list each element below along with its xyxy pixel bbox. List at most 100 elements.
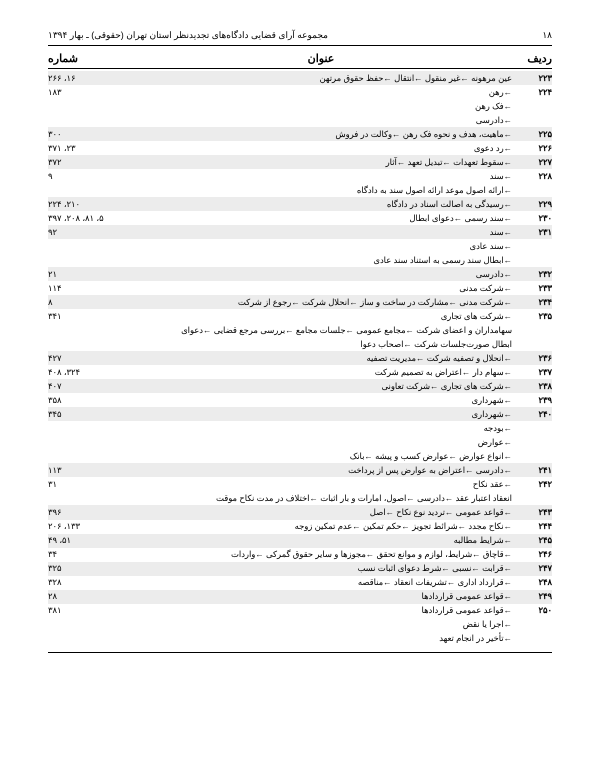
toc-row: ۲۴۰←شهرداری۳۴۵ bbox=[48, 407, 552, 421]
toc-row: ۲۴۳←قواعد عمومی ←تردید نوع نکاح ←اصل۳۹۶ bbox=[48, 505, 552, 519]
toc-row: ۲۴۹←قواعد عمومی قراردادها۲۸ bbox=[48, 590, 552, 604]
row-title: ←سهام دار ←اعتراض به تصمیم شرکت bbox=[138, 366, 518, 379]
row-number: ۲۲۶ bbox=[518, 142, 552, 155]
row-number: ۲۴۸ bbox=[518, 576, 552, 589]
row-title: ←سند عادی bbox=[138, 240, 518, 253]
row-number: ۲۴۶ bbox=[518, 548, 552, 561]
row-number: ۲۳۰ bbox=[518, 212, 552, 225]
row-page: ۳۹۶ bbox=[48, 506, 138, 519]
row-title: ←شرایط مطالبه bbox=[138, 534, 518, 547]
row-title: ←قواعد عمومی قراردادها bbox=[138, 590, 518, 603]
row-page: ۲۱ bbox=[48, 268, 138, 281]
row-title: عین مرهونه ←غیر منقول ←انتقال ←حفظ حقوق … bbox=[138, 72, 518, 85]
toc-row: ←عوارض bbox=[48, 435, 552, 449]
row-number: ۲۲۴ bbox=[518, 86, 552, 99]
row-number: ۲۴۷ bbox=[518, 562, 552, 575]
row-page: ۳۵۸ bbox=[48, 394, 138, 407]
row-title: ←عوارض bbox=[138, 436, 518, 449]
row-title: ابطال صورت‌جلسات شرکت ←اصحاب دعوا bbox=[138, 338, 518, 351]
row-page: ۲۲۴ ،۲۱۰ bbox=[48, 198, 138, 211]
row-title: ←قرارداد اداری ←تشریفات انعقاد ←مناقصه bbox=[138, 576, 518, 589]
row-title: ←ماهیت، هدف و نحوه فک رهن ←وکالت در فروش bbox=[138, 128, 518, 141]
row-number: ۲۲۸ bbox=[518, 170, 552, 183]
row-number: ۲۲۳ bbox=[518, 72, 552, 85]
col-head-row: ردیف bbox=[514, 52, 552, 65]
toc-row: ۲۳۷←سهام دار ←اعتراض به تصمیم شرکت۴۰۸ ،۳… bbox=[48, 365, 552, 379]
row-number: ۲۳۶ bbox=[518, 352, 552, 365]
row-page: ۴۹ ،۵۱ bbox=[48, 534, 138, 547]
col-head-page: شماره bbox=[48, 52, 128, 65]
row-number: ۲۲۹ bbox=[518, 198, 552, 211]
toc-row: ←فک رهن bbox=[48, 99, 552, 113]
row-title: ←دادرسی bbox=[138, 268, 518, 281]
toc-row: ۲۳۶←انحلال و تصفیه شرکت ←مدیریت تصفیه۴۲۷ bbox=[48, 351, 552, 365]
row-number: ۲۳۷ bbox=[518, 366, 552, 379]
row-page: ۳۱ bbox=[48, 478, 138, 491]
row-page: ۳۹۷ ،۲۰۸ ،۸۱ ،۵ bbox=[48, 212, 138, 225]
row-number: ۲۳۳ bbox=[518, 282, 552, 295]
row-number: ۲۳۸ bbox=[518, 380, 552, 393]
row-number: ۲۴۱ bbox=[518, 464, 552, 477]
toc-row: ←دادرسی bbox=[48, 113, 552, 127]
row-page: ۳۷۲ bbox=[48, 156, 138, 169]
row-page: ۴۰۷ bbox=[48, 380, 138, 393]
row-number: ۲۳۵ bbox=[518, 310, 552, 323]
toc-row: ←ارائه اصول موعد ارائه اصول سند به دادگا… bbox=[48, 183, 552, 197]
row-title: ←بودجه bbox=[138, 422, 518, 435]
toc-row: ۲۴۱←دادرسی ←اعتراض به عوارض پس از پرداخت… bbox=[48, 463, 552, 477]
row-page: ۹۲ bbox=[48, 226, 138, 239]
toc-row: ۲۲۵←ماهیت، هدف و نحوه فک رهن ←وکالت در ف… bbox=[48, 127, 552, 141]
toc-row: ۲۴۶←قاچاق ←شرایط، لوازم و موانع تحقق ←مج… bbox=[48, 548, 552, 562]
row-page: ۳۷۱ ،۲۳ bbox=[48, 142, 138, 155]
row-title: انعقاد اعتبار عقد ←دادرسی ←اصول، امارات … bbox=[138, 492, 518, 505]
row-title: ←سند bbox=[138, 226, 518, 239]
toc-row: ابطال صورت‌جلسات شرکت ←اصحاب دعوا bbox=[48, 337, 552, 351]
toc-row: ۲۳۹←شهرداری۳۵۸ bbox=[48, 393, 552, 407]
toc-row: ۲۲۳عین مرهونه ←غیر منقول ←انتقال ←حفظ حق… bbox=[48, 71, 552, 85]
row-title: ←نکاح مجدد ←شرائط تجویز ←حکم تمکین ←عدم … bbox=[138, 520, 518, 533]
row-number: ۲۴۲ bbox=[518, 478, 552, 491]
row-title: ←ابطال سند رسمی به استناد سند عادی bbox=[138, 254, 518, 267]
row-title: ←ارائه اصول موعد ارائه اصول سند به دادگا… bbox=[138, 184, 518, 197]
footer-rule bbox=[48, 652, 552, 653]
toc-row: ←تأخیر در انجام تعهد bbox=[48, 632, 552, 646]
toc-row: ←ابطال سند رسمی به استناد سند عادی bbox=[48, 253, 552, 267]
page-number: ۱۸ bbox=[542, 30, 552, 41]
row-number: ۲۳۲ bbox=[518, 268, 552, 281]
row-title: ←فک رهن bbox=[138, 100, 518, 113]
row-title: ←انحلال و تصفیه شرکت ←مدیریت تصفیه bbox=[138, 352, 518, 365]
toc-row: ۲۳۸←شرکت های تجاری ←شرکت تعاونی۴۰۷ bbox=[48, 379, 552, 393]
toc-row: انعقاد اعتبار عقد ←دادرسی ←اصول، امارات … bbox=[48, 491, 552, 505]
row-page: ۱۸۳ bbox=[48, 86, 138, 99]
row-title: ←قواعد عمومی قراردادها bbox=[138, 604, 518, 617]
row-title: ←رسیدگی به اصالت اسناد در دادگاه bbox=[138, 198, 518, 211]
row-title: ←رهن bbox=[138, 86, 518, 99]
row-number: ۲۴۰ bbox=[518, 408, 552, 421]
toc-row: ۲۳۱←سند۹۲ bbox=[48, 225, 552, 239]
row-number: ۲۳۱ bbox=[518, 226, 552, 239]
running-head: ۱۸ مجموعه آرای قضایی دادگاه‌های تجدیدنظر… bbox=[48, 30, 552, 46]
toc-row: ۲۲۹←رسیدگی به اصالت اسناد در دادگاه۲۲۴ ،… bbox=[48, 197, 552, 211]
row-number: ۲۴۴ bbox=[518, 520, 552, 533]
row-page: ۹ bbox=[48, 170, 138, 183]
row-page: ۳۴۱ bbox=[48, 310, 138, 323]
row-title: ←سند رسمی ←دعوای ابطال bbox=[138, 212, 518, 225]
toc-row: ۲۳۰←سند رسمی ←دعوای ابطال۳۹۷ ،۲۰۸ ،۸۱ ،۵ bbox=[48, 211, 552, 225]
row-page: ۸ bbox=[48, 296, 138, 309]
page-root: ۱۸ مجموعه آرای قضایی دادگاه‌های تجدیدنظر… bbox=[0, 0, 600, 683]
doc-title: مجموعه آرای قضایی دادگاه‌های تجدیدنظر اس… bbox=[48, 30, 328, 41]
row-title: ←قرابت ←نسبی ←شرط دعوای اثبات نسب bbox=[138, 562, 518, 575]
row-number: ۲۴۳ bbox=[518, 506, 552, 519]
toc-row: ←بودجه bbox=[48, 421, 552, 435]
toc-entries: ۲۲۳عین مرهونه ←غیر منقول ←انتقال ←حفظ حق… bbox=[48, 71, 552, 646]
row-page: ۳۴ bbox=[48, 548, 138, 561]
row-page: ۴۰۸ ،۳۲۴ bbox=[48, 366, 138, 379]
row-number: ۲۳۹ bbox=[518, 394, 552, 407]
toc-row: ۲۲۷←سقوط تعهدات ←تبدیل تعهد ←آثار۳۷۲ bbox=[48, 155, 552, 169]
row-title: ←شرکت های تجاری ←شرکت تعاونی bbox=[138, 380, 518, 393]
row-title: ←قواعد عمومی ←تردید نوع نکاح ←اصل bbox=[138, 506, 518, 519]
row-page: ۲۸ bbox=[48, 590, 138, 603]
row-page: ۳۰۰ bbox=[48, 128, 138, 141]
row-title: ←دادرسی bbox=[138, 114, 518, 127]
row-page: ۴۲۷ bbox=[48, 352, 138, 365]
